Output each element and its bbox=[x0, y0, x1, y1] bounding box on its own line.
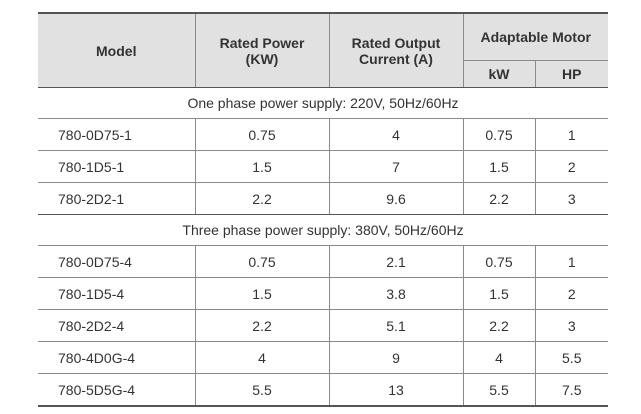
cell-current: 2.1 bbox=[328, 245, 463, 278]
header-model: Model bbox=[38, 12, 196, 88]
section-title-one-phase: One phase power supply: 220V, 50Hz/60Hz bbox=[38, 87, 609, 119]
cell-current: 3.8 bbox=[328, 277, 463, 310]
cell-rated-power: 1.5 bbox=[194, 277, 329, 310]
table-row: 780-4D0G-4 4 9 4 5.5 bbox=[38, 341, 609, 374]
table-row: 780-2D2-4 2.2 5.1 2.2 3 bbox=[38, 309, 609, 342]
cell-model: 780-1D5-1 bbox=[38, 150, 195, 183]
specification-table: Model Rated Power (KW) Rated Output Curr… bbox=[38, 12, 609, 407]
section-row-three-phase: Three phase power supply: 380V, 50Hz/60H… bbox=[38, 214, 609, 246]
header-rated-output-current: Rated Output Current (A) bbox=[328, 12, 464, 88]
table-row: 780-1D5-4 1.5 3.8 1.5 2 bbox=[38, 277, 609, 310]
header-hp: HP bbox=[534, 60, 609, 88]
cell-hp: 3 bbox=[534, 182, 609, 215]
header-row-sub: kW HP bbox=[38, 60, 609, 88]
header-kw: kW bbox=[463, 60, 536, 88]
cell-kw: 2.2 bbox=[462, 309, 535, 342]
cell-model: 780-0D75-1 bbox=[38, 118, 195, 151]
table-row: 780-0D75-4 0.75 2.1 0.75 1 bbox=[38, 245, 609, 278]
cell-rated-power: 0.75 bbox=[194, 245, 329, 278]
table-row: 780-5D5G-4 5.5 13 5.5 7.5 bbox=[38, 373, 609, 407]
cell-hp: 5.5 bbox=[534, 341, 609, 374]
table-row: 780-2D2-1 2.2 9.6 2.2 3 bbox=[38, 182, 609, 215]
cell-rated-power: 2.2 bbox=[194, 309, 329, 342]
cell-current: 5.1 bbox=[328, 309, 463, 342]
cell-model: 780-1D5-4 bbox=[38, 277, 195, 310]
cell-rated-power: 1.5 bbox=[194, 150, 329, 183]
cell-kw: 0.75 bbox=[462, 245, 535, 278]
cell-hp: 2 bbox=[534, 277, 609, 310]
table-body: One phase power supply: 220V, 50Hz/60Hz … bbox=[38, 87, 609, 407]
cell-rated-power: 2.2 bbox=[194, 182, 329, 215]
header-current-line1: Rated Output bbox=[351, 34, 441, 51]
cell-kw: 1.5 bbox=[462, 277, 535, 310]
cell-hp: 2 bbox=[534, 150, 609, 183]
header-rated-power-line1: Rated Power bbox=[219, 34, 305, 51]
header-rated-power-line2: (KW) bbox=[245, 50, 279, 67]
cell-hp: 1 bbox=[534, 245, 609, 278]
cell-kw: 1.5 bbox=[462, 150, 535, 183]
section-row-one-phase: One phase power supply: 220V, 50Hz/60Hz bbox=[38, 87, 609, 119]
cell-model: 780-2D2-1 bbox=[38, 182, 195, 215]
cell-model: 780-5D5G-4 bbox=[38, 373, 195, 407]
header-rated-power: Rated Power (KW) bbox=[194, 12, 330, 88]
cell-rated-power: 4 bbox=[194, 341, 329, 374]
cell-current: 4 bbox=[328, 118, 463, 151]
cell-current: 7 bbox=[328, 150, 463, 183]
cell-kw: 5.5 bbox=[462, 373, 535, 407]
cell-current: 9.6 bbox=[328, 182, 463, 215]
table-row: 780-1D5-1 1.5 7 1.5 2 bbox=[38, 150, 609, 183]
cell-model: 780-4D0G-4 bbox=[38, 341, 195, 374]
header-current-line2: Current (A) bbox=[359, 50, 433, 67]
section-title-three-phase: Three phase power supply: 380V, 50Hz/60H… bbox=[38, 214, 609, 246]
cell-current: 13 bbox=[328, 373, 463, 407]
header-adaptable-motor: Adaptable Motor bbox=[462, 12, 609, 61]
table-row: 780-0D75-1 0.75 4 0.75 1 bbox=[38, 118, 609, 151]
cell-model: 780-0D75-4 bbox=[38, 245, 195, 278]
table-header: Model Rated Power (KW) Rated Output Curr… bbox=[38, 12, 609, 88]
cell-kw: 0.75 bbox=[462, 118, 535, 151]
cell-hp: 3 bbox=[534, 309, 609, 342]
cell-rated-power: 5.5 bbox=[194, 373, 329, 407]
cell-kw: 2.2 bbox=[462, 182, 535, 215]
cell-kw: 4 bbox=[462, 341, 535, 374]
cell-rated-power: 0.75 bbox=[194, 118, 329, 151]
cell-model: 780-2D2-4 bbox=[38, 309, 195, 342]
cell-current: 9 bbox=[328, 341, 463, 374]
header-row-top: Model Rated Power (KW) Rated Output Curr… bbox=[38, 12, 609, 88]
cell-hp: 1 bbox=[534, 118, 609, 151]
cell-hp: 7.5 bbox=[534, 373, 609, 407]
